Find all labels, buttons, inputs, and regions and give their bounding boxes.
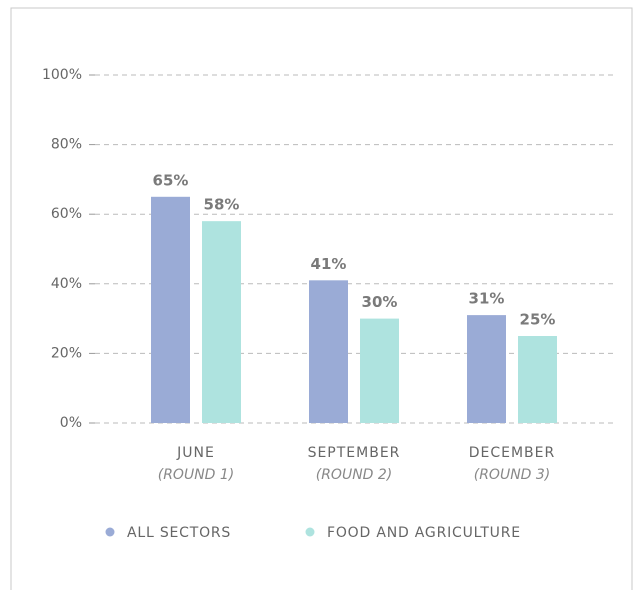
bar <box>360 318 399 423</box>
value-label: 41% <box>311 255 347 273</box>
y-tick-label: 80% <box>51 137 82 153</box>
legend-marker <box>105 527 115 537</box>
x-tick-label: JUNE <box>176 445 215 461</box>
y-tick-label: 40% <box>51 276 82 292</box>
bar <box>151 196 190 423</box>
y-tick-label: 100% <box>42 67 82 83</box>
legend-label: ALL SECTORS <box>127 525 231 541</box>
x-tick-sublabel: (ROUND 2) <box>316 467 393 483</box>
value-label: 25% <box>520 311 556 329</box>
value-label: 31% <box>469 290 505 308</box>
y-tick-label: 0% <box>60 415 82 431</box>
x-tick-label: DECEMBER <box>469 445 556 461</box>
value-label: 30% <box>362 293 398 311</box>
bar <box>518 336 557 423</box>
bar <box>309 280 348 423</box>
x-tick-sublabel: (ROUND 1) <box>158 467 235 483</box>
x-tick-sublabel: (ROUND 3) <box>474 467 551 483</box>
frame <box>10 7 633 590</box>
y-tick-label: 60% <box>51 206 82 222</box>
value-label: 65% <box>153 171 189 189</box>
value-label: 58% <box>204 196 240 214</box>
legend-marker <box>305 527 315 537</box>
bar <box>202 221 241 423</box>
x-tick-label: SEPTEMBER <box>308 445 401 461</box>
y-tick-label: 20% <box>51 345 82 361</box>
legend-label: FOOD AND AGRICULTURE <box>327 525 521 541</box>
bar <box>467 315 506 423</box>
